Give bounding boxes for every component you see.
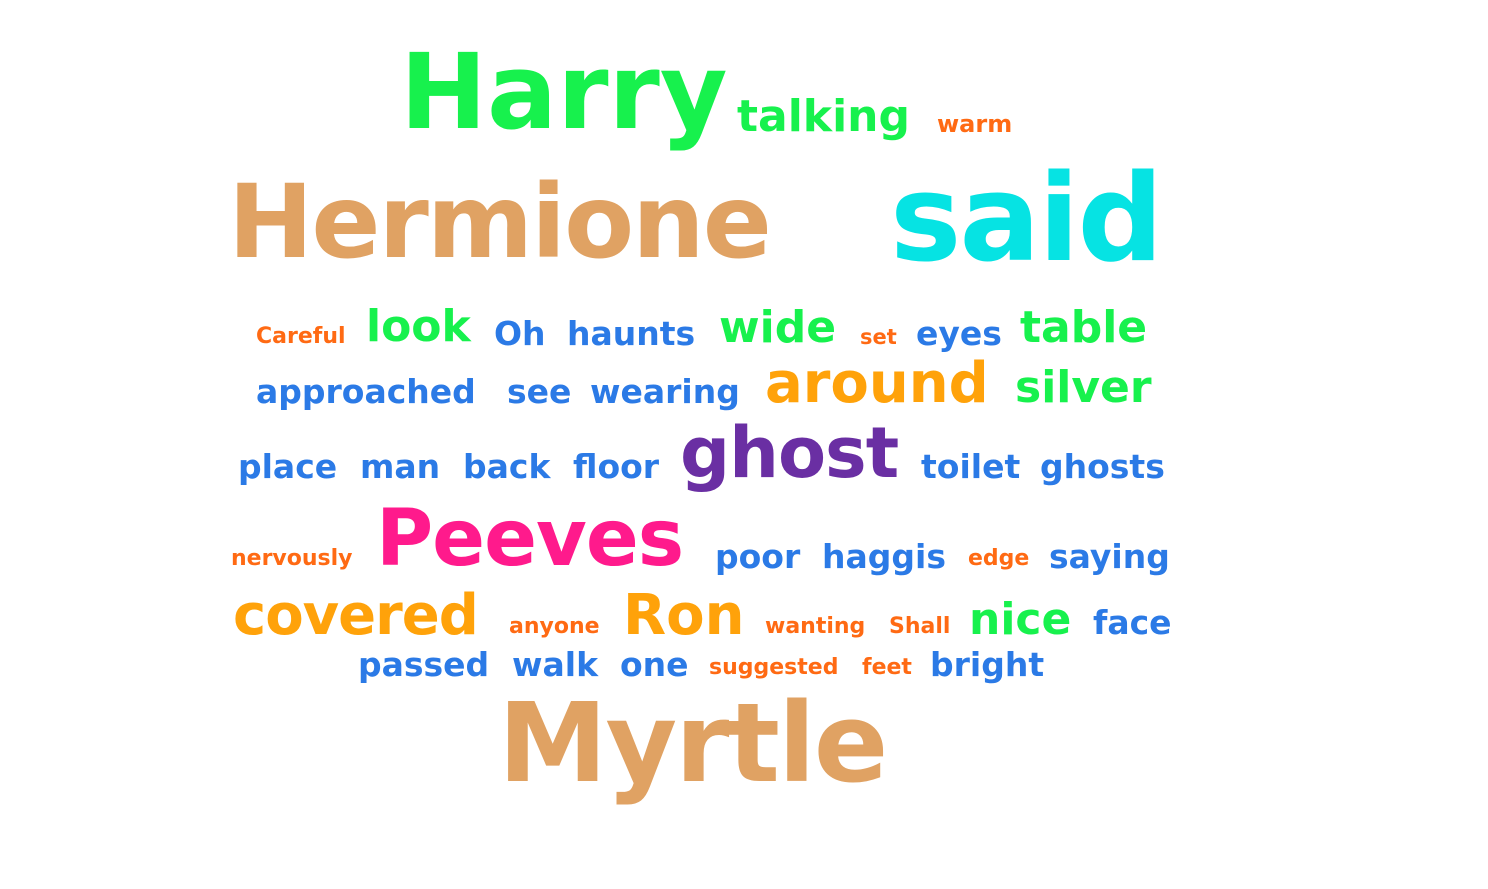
word-peeves: Peeves xyxy=(376,494,684,584)
word-wanting: wanting xyxy=(765,614,866,639)
word-suggested: suggested xyxy=(709,655,839,680)
word-back: back xyxy=(463,447,551,486)
word-said: said xyxy=(890,150,1163,289)
word-covered: covered xyxy=(233,583,479,648)
word-silver: silver xyxy=(1015,362,1152,413)
word-harry: Harry xyxy=(400,31,728,153)
word-approached: approached xyxy=(256,372,476,411)
word-eyes: eyes xyxy=(916,314,1002,353)
word-myrtle: Myrtle xyxy=(498,679,888,807)
word-shall: Shall xyxy=(889,614,951,639)
word-poor: poor xyxy=(715,537,801,576)
word-man: man xyxy=(360,447,441,486)
word-face: face xyxy=(1093,603,1172,642)
word-see: see xyxy=(507,372,572,411)
word-oh: Oh xyxy=(494,314,546,353)
word-wide: wide xyxy=(719,302,837,353)
word-place: place xyxy=(238,447,338,486)
word-walk: walk xyxy=(512,645,599,684)
word-bright: bright xyxy=(930,645,1045,684)
word-toilet: toilet xyxy=(921,447,1021,486)
word-haunts: haunts xyxy=(567,314,696,353)
word-saying: saying xyxy=(1049,537,1170,576)
word-hermione: Hermione xyxy=(228,163,772,282)
word-feet: feet xyxy=(862,655,912,680)
word-careful: Careful xyxy=(256,324,346,349)
word-one: one xyxy=(620,645,689,684)
word-table: table xyxy=(1020,302,1148,353)
word-wearing: wearing xyxy=(590,372,740,411)
word-ron: Ron xyxy=(623,583,745,648)
word-nice: nice xyxy=(969,594,1072,645)
word-anyone: anyone xyxy=(509,614,600,639)
word-ghost: ghost xyxy=(680,412,899,494)
word-look: look xyxy=(366,301,471,352)
word-talking: talking xyxy=(737,91,910,142)
word-edge: edge xyxy=(968,546,1030,571)
word-set: set xyxy=(860,325,897,349)
word-warm: warm xyxy=(937,110,1013,138)
word-around: around xyxy=(765,351,989,416)
word-ghosts: ghosts xyxy=(1040,447,1165,486)
word-haggis: haggis xyxy=(822,537,946,576)
word-floor: floor xyxy=(573,447,660,486)
word-nervously: nervously xyxy=(231,546,353,571)
word-passed: passed xyxy=(358,645,490,684)
